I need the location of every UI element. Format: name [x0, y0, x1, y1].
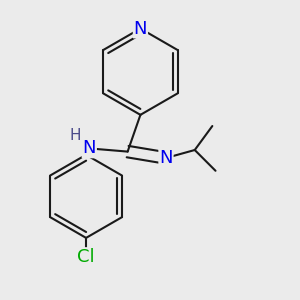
- Text: N: N: [82, 140, 96, 158]
- Text: N: N: [159, 149, 173, 167]
- Text: Cl: Cl: [77, 248, 95, 266]
- Text: N: N: [134, 20, 147, 38]
- Text: H: H: [69, 128, 81, 143]
